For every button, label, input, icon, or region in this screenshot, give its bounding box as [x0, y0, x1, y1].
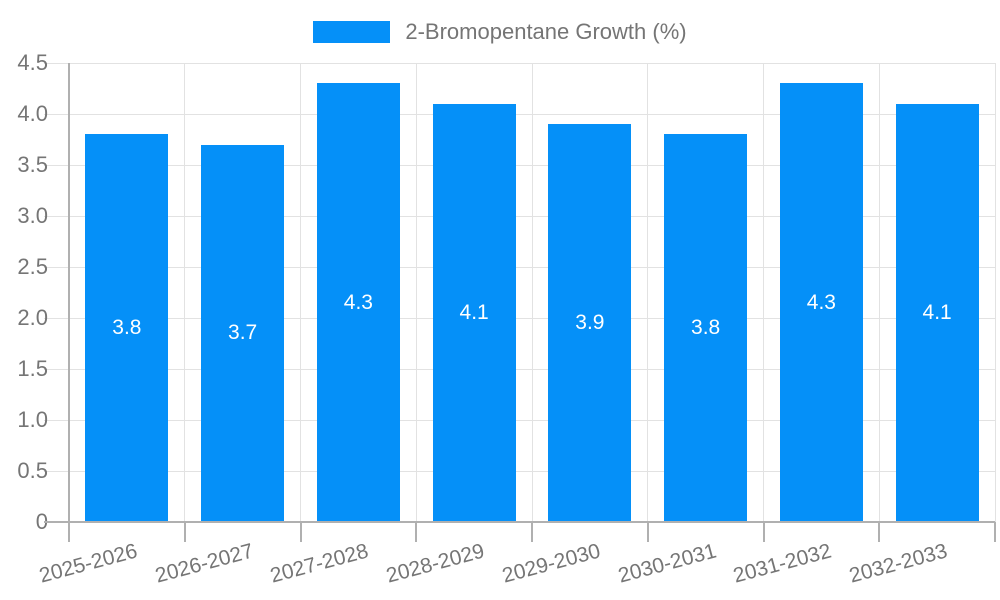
legend-swatch: [313, 21, 391, 43]
bar-2027-2028[interactable]: [316, 83, 400, 522]
y-axis-tick-label: 3.0: [17, 203, 48, 228]
x-axis-tick-mark: [878, 522, 881, 542]
y-axis-line: [68, 63, 70, 542]
x-axis-tick-mark: [183, 522, 186, 542]
y-axis-tick-label: 4.0: [17, 101, 48, 126]
x-axis-tick-mark: [994, 522, 996, 542]
legend: 2-Bromopentane Growth (%): [0, 19, 1000, 45]
bar-2031-2032[interactable]: [779, 83, 863, 522]
x-axis-tick-mark: [531, 522, 533, 542]
bar-value-label: 4.1: [459, 300, 489, 324]
y-axis-tick-label: 3.5: [17, 152, 48, 177]
bar-2030-2031[interactable]: [664, 134, 748, 522]
bar-value-label: 4.3: [806, 290, 836, 314]
x-axis-tick-mark: [762, 522, 765, 542]
v-gridline: [531, 63, 533, 522]
h-gridline: [44, 266, 995, 268]
x-axis-tick-mark: [415, 522, 418, 542]
y-axis-tick-label: 0.5: [17, 458, 48, 483]
h-gridline: [44, 470, 995, 472]
v-gridline: [300, 63, 301, 522]
h-gridline: [44, 164, 995, 166]
v-gridline: [763, 63, 764, 522]
y-axis-tick-label: 2.5: [17, 254, 48, 279]
x-axis-tick-mark: [646, 522, 649, 542]
h-gridline: [44, 368, 995, 370]
bar-2026-2027[interactable]: [201, 144, 285, 522]
h-gridline: [44, 113, 995, 115]
h-gridline: [44, 62, 995, 64]
y-axis-tick-label: 4.5: [17, 50, 48, 75]
h-gridline: [44, 215, 995, 217]
h-gridline: [44, 317, 995, 319]
legend-label: 2-Bromopentane Growth (%): [405, 19, 687, 44]
bar-value-label: 3.8: [691, 316, 721, 340]
x-axis-tick-mark: [299, 522, 302, 542]
h-gridline: [44, 419, 995, 421]
bar-2029-2030[interactable]: [548, 124, 632, 522]
bar-2032-2033[interactable]: [895, 103, 979, 522]
v-gridline: [184, 63, 186, 522]
v-gridline: [415, 63, 417, 522]
y-axis-tick-label: 1.0: [17, 407, 48, 432]
y-axis-tick-label: 0: [35, 509, 48, 534]
y-axis-tick-label: 2.0: [17, 305, 48, 330]
v-gridline: [878, 63, 880, 522]
v-gridline: [647, 63, 649, 522]
x-axis-line: [44, 521, 995, 523]
v-gridline: [994, 63, 996, 522]
y-axis-tick-label: 1.5: [17, 356, 48, 381]
bar-value-label: 3.8: [112, 316, 142, 340]
bar-value-label: 3.7: [228, 321, 258, 345]
bar-value-label: 3.9: [575, 311, 605, 335]
bar-2025-2026[interactable]: [85, 134, 169, 522]
bar-value-label: 4.1: [922, 300, 952, 324]
bar-value-label: 4.3: [343, 290, 373, 314]
bar-2028-2029[interactable]: [432, 103, 516, 522]
